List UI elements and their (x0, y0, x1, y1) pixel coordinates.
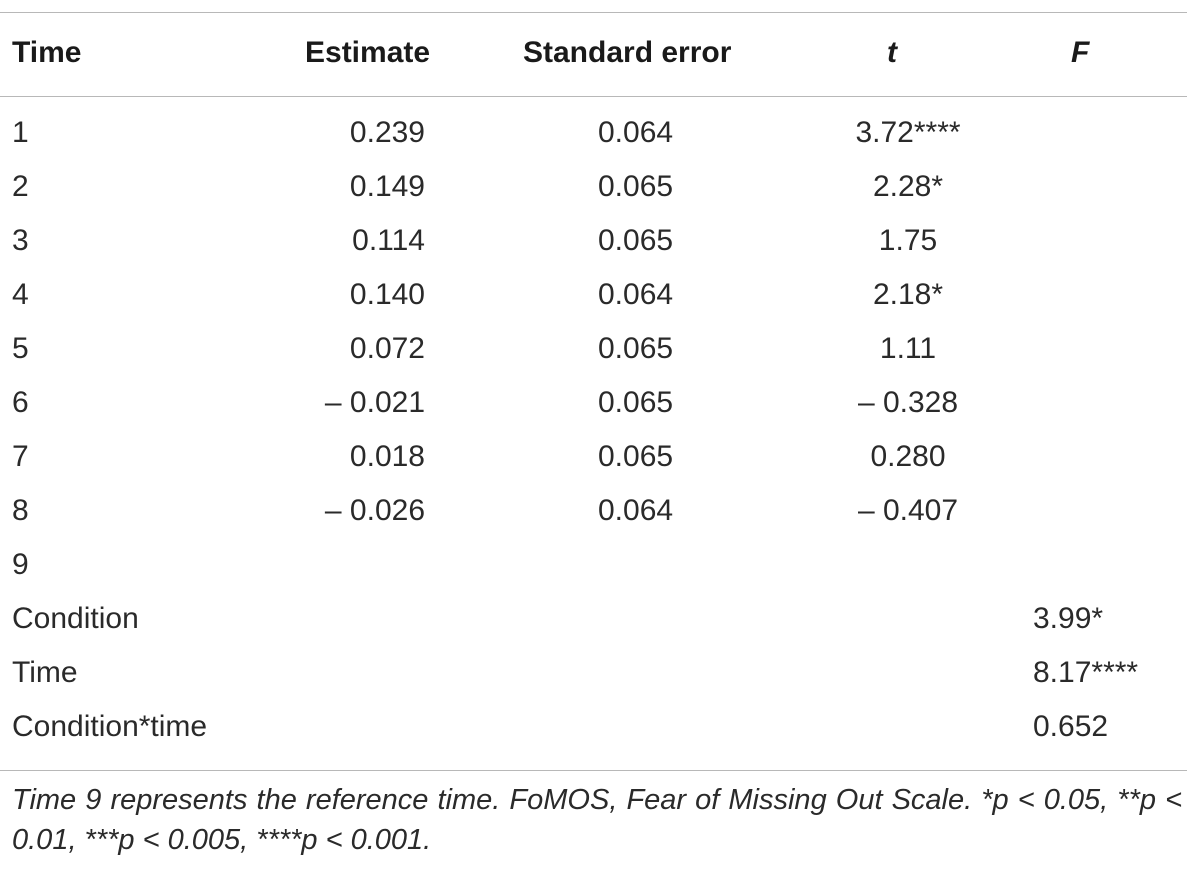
cell-time: 1 (12, 116, 29, 149)
table-row: 6 – 0.021 0.065 – 0.328 (0, 380, 1187, 434)
cell-time: 2 (12, 170, 29, 203)
cell-estimate: 0.018 (349, 440, 425, 473)
header-standard-error: Standard error (523, 36, 732, 69)
cell-time: 4 (12, 278, 29, 311)
cell-standard-error: 0.065 (598, 386, 674, 419)
table-row: 7 0.018 0.065 0.280 (0, 434, 1187, 488)
cell-time: Time (12, 656, 78, 689)
cell-t: 1.11 (879, 332, 937, 365)
cell-standard-error: 0.065 (598, 170, 674, 203)
cell-standard-error: 0.064 (598, 278, 674, 311)
cell-time: 8 (12, 494, 29, 527)
cell-time: 5 (12, 332, 29, 365)
cell-t: 1.75 (878, 224, 938, 257)
cell-t: 2.28* (872, 170, 944, 203)
cell-t: – 0.407 (857, 494, 959, 527)
header-f: F (1071, 36, 1090, 69)
cell-time: Condition (12, 602, 139, 635)
cell-f: 0.652 (1033, 710, 1109, 743)
cell-t: 2.18* (872, 278, 944, 311)
cell-time: 3 (12, 224, 29, 257)
table-row: 5 0.072 0.065 1.11 (0, 326, 1187, 380)
cell-estimate: 0.072 (349, 332, 425, 365)
table-bottom-rule (0, 770, 1187, 771)
table-row: 4 0.140 0.064 2.18* (0, 272, 1187, 326)
cell-estimate: – 0.021 (324, 386, 425, 419)
table-row: 8 – 0.026 0.064 – 0.407 (0, 488, 1187, 542)
cell-estimate: – 0.026 (324, 494, 425, 527)
header-estimate: Estimate (305, 36, 431, 69)
table-row: Time 8.17**** (0, 650, 1187, 704)
table-header-rule (0, 96, 1187, 97)
cell-standard-error: 0.065 (598, 332, 674, 365)
cell-time: 6 (12, 386, 29, 419)
cell-time: Condition*time (12, 710, 208, 743)
table-body: 1 0.239 0.064 3.72**** 2 0.149 0.065 2.2… (0, 110, 1187, 758)
cell-estimate: 0.239 (349, 116, 425, 149)
table-row: Condition 3.99* (0, 596, 1187, 650)
cell-time: 7 (12, 440, 29, 473)
cell-t: – 0.328 (857, 386, 959, 419)
table-footnote: Time 9 represents the reference time. Fo… (12, 784, 1182, 856)
table-row: 9 (0, 542, 1187, 596)
table-row: Condition*time 0.652 (0, 704, 1187, 758)
cell-estimate: 0.149 (349, 170, 425, 203)
cell-f: 8.17**** (1033, 656, 1139, 689)
header-t: t (887, 36, 897, 69)
cell-estimate: 0.140 (349, 278, 425, 311)
cell-standard-error: 0.065 (598, 224, 674, 257)
cell-estimate: 0.114 (352, 224, 425, 257)
table-row: 2 0.149 0.065 2.28* (0, 164, 1187, 218)
table-top-rule (0, 12, 1187, 13)
table-row: 1 0.239 0.064 3.72**** (0, 110, 1187, 164)
cell-t: 3.72**** (855, 116, 961, 149)
cell-t: 0.280 (870, 440, 946, 473)
cell-standard-error: 0.064 (598, 494, 674, 527)
header-time: Time (12, 36, 82, 69)
cell-standard-error: 0.064 (598, 116, 674, 149)
cell-f: 3.99* (1033, 602, 1104, 635)
cell-time: 9 (12, 548, 29, 581)
table-row: 3 0.114 0.065 1.75 (0, 218, 1187, 272)
cell-standard-error: 0.065 (598, 440, 674, 473)
